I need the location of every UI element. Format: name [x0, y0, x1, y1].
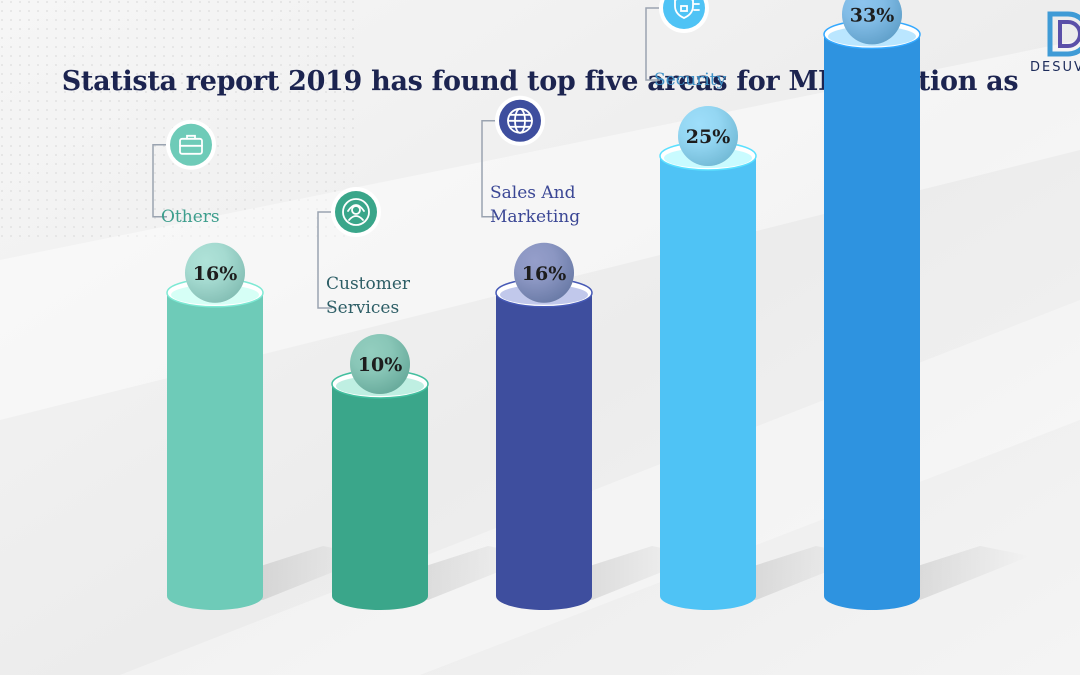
connector-line [481, 120, 500, 218]
bar-body [167, 292, 263, 610]
bar-1: 16% [166, 242, 373, 610]
bar-body [496, 292, 592, 610]
category-label-line: Others [161, 206, 220, 227]
logo-text: DESUVI [1030, 60, 1080, 75]
category-label: Sales And Marketing [490, 181, 580, 229]
value-sphere-tint [185, 242, 245, 303]
value-sphere-tint [678, 106, 738, 166]
value-label: 16% [522, 263, 567, 285]
value-sphere-tint [350, 334, 410, 394]
category-label: Customer Services [326, 272, 410, 320]
bar-4: 25% [659, 106, 866, 610]
globe-icon [507, 107, 533, 134]
bar-body [332, 384, 428, 610]
bar-body [824, 34, 920, 610]
bar-2: 10% [331, 334, 538, 610]
bar-5: 33% [823, 0, 1030, 610]
icon-circle [663, 0, 705, 29]
connector-line [645, 7, 664, 81]
support-agent-icon [342, 198, 370, 226]
security-shield-icon [674, 0, 700, 19]
connector-line [317, 211, 336, 309]
value-label: 16% [193, 263, 238, 285]
value-label: 25% [686, 126, 731, 148]
category-label-line: Security [654, 70, 727, 90]
category-label-line: Marketing [490, 206, 581, 227]
briefcase-icon [179, 134, 203, 155]
icon-circle [170, 123, 212, 166]
category-label: Others [161, 205, 220, 229]
category-label-line: Customer [326, 274, 411, 294]
value-sphere-tint [514, 242, 574, 303]
category-label: Security [654, 68, 726, 92]
category-label-line: Sales And [490, 182, 576, 203]
value-label: 10% [358, 354, 403, 376]
bar-3: 16% [495, 242, 702, 610]
icon-circle [335, 191, 377, 233]
value-sphere-tint [842, 0, 902, 45]
bar-body [660, 156, 756, 610]
category-label-line: Services [326, 298, 400, 318]
connector-line [152, 144, 171, 218]
value-label: 33% [850, 4, 895, 26]
